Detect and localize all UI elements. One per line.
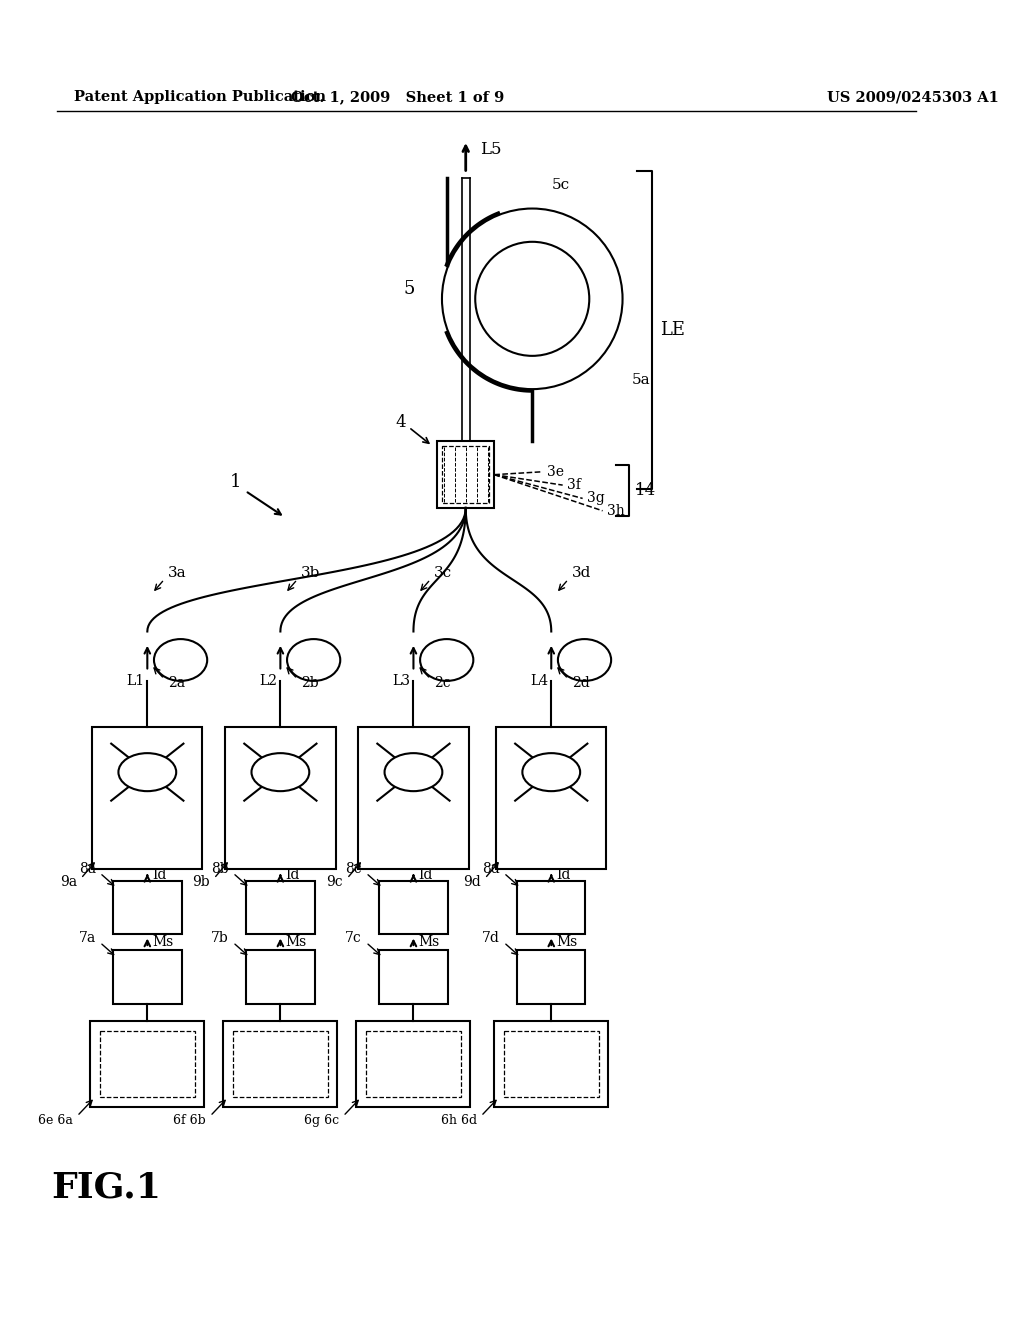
Text: Oct. 1, 2009   Sheet 1 of 9: Oct. 1, 2009 Sheet 1 of 9	[291, 90, 504, 104]
Text: L2: L2	[259, 675, 278, 688]
Text: 3c: 3c	[434, 565, 453, 579]
Text: 8b: 8b	[211, 862, 229, 876]
Text: 9c: 9c	[327, 875, 343, 890]
Text: Ms: Ms	[556, 935, 578, 949]
Text: 14: 14	[635, 482, 656, 499]
Text: L4: L4	[530, 675, 549, 688]
Text: L3: L3	[392, 675, 411, 688]
Text: 8c: 8c	[345, 862, 362, 876]
Text: 9a: 9a	[59, 875, 77, 890]
Text: L1: L1	[126, 675, 144, 688]
Text: 3a: 3a	[168, 565, 186, 579]
Text: Id: Id	[153, 867, 167, 882]
Text: 6e 6a: 6e 6a	[38, 1114, 73, 1126]
Text: 7c: 7c	[345, 932, 362, 945]
Text: 2b: 2b	[301, 676, 318, 690]
Text: 6g 6c: 6g 6c	[304, 1114, 339, 1126]
Text: Id: Id	[285, 867, 299, 882]
Text: 2a: 2a	[168, 676, 185, 690]
Ellipse shape	[522, 754, 581, 791]
Text: L5: L5	[480, 141, 502, 158]
Ellipse shape	[119, 754, 176, 791]
Text: Id: Id	[556, 867, 570, 882]
Ellipse shape	[385, 754, 442, 791]
Text: Id: Id	[418, 867, 432, 882]
Text: 7a: 7a	[79, 932, 96, 945]
Text: 9b: 9b	[193, 875, 210, 890]
Text: LE: LE	[659, 321, 685, 339]
Ellipse shape	[252, 754, 309, 791]
Text: 3b: 3b	[301, 565, 321, 579]
Text: 8a: 8a	[79, 862, 96, 876]
Text: 3e: 3e	[547, 465, 563, 479]
Text: 5: 5	[403, 280, 415, 298]
Text: 2c: 2c	[434, 676, 451, 690]
Ellipse shape	[440, 207, 625, 391]
Text: 4: 4	[396, 414, 407, 430]
Text: 7d: 7d	[482, 932, 500, 945]
Text: Patent Application Publication: Patent Application Publication	[74, 90, 326, 104]
Text: 2d: 2d	[572, 676, 590, 690]
Text: 5c: 5c	[551, 178, 569, 191]
Text: Ms: Ms	[285, 935, 306, 949]
Text: 1: 1	[230, 474, 242, 491]
Text: 7b: 7b	[211, 932, 229, 945]
Text: 3h: 3h	[607, 504, 625, 517]
Text: Ms: Ms	[153, 935, 173, 949]
Text: 6h 6d: 6h 6d	[441, 1114, 477, 1126]
Text: 3g: 3g	[588, 491, 605, 506]
Text: 9d: 9d	[463, 875, 481, 890]
Text: FIG.1: FIG.1	[51, 1171, 162, 1205]
Text: 3d: 3d	[572, 565, 592, 579]
Text: 8d: 8d	[482, 862, 500, 876]
Text: 3f: 3f	[567, 478, 582, 492]
Text: 6f 6b: 6f 6b	[173, 1114, 206, 1126]
Ellipse shape	[477, 244, 588, 354]
Text: 5a: 5a	[632, 372, 650, 387]
Text: US 2009/0245303 A1: US 2009/0245303 A1	[827, 90, 998, 104]
Text: Ms: Ms	[418, 935, 439, 949]
